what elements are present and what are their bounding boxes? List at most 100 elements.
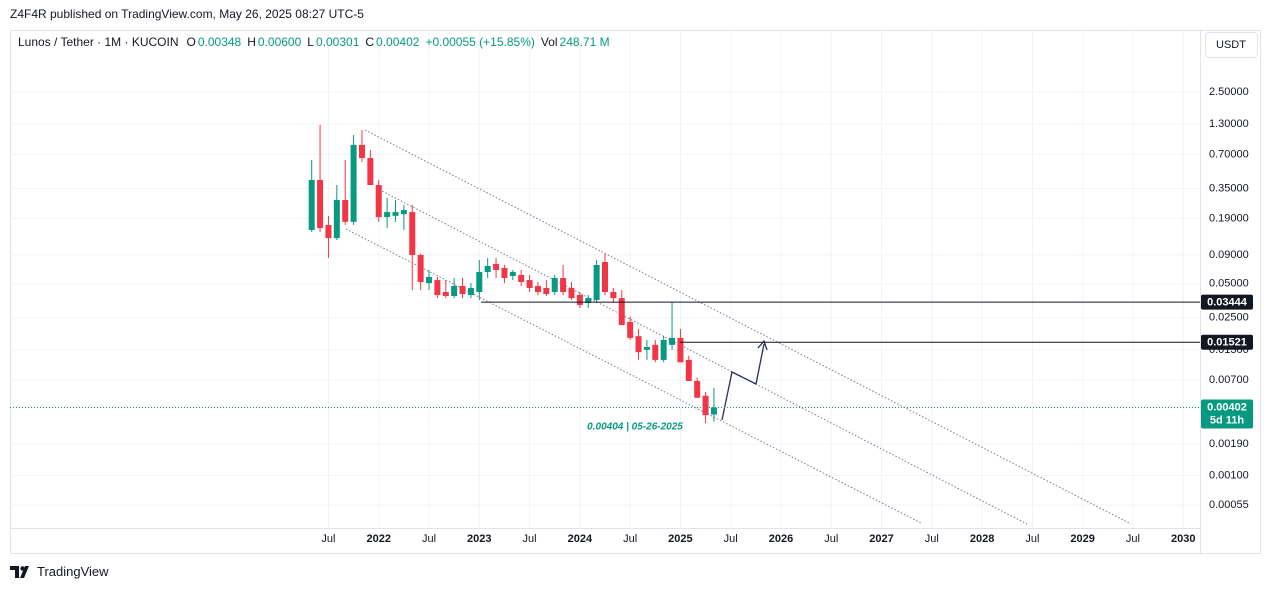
legend: Lunos / Tether · 1M · KUCOIN O 0.00348 H 0.0… <box>18 35 616 49</box>
brand-name: TradingView <box>37 564 109 579</box>
ohlc-key: L <box>307 35 314 49</box>
candle-body <box>669 337 676 345</box>
y-tick-label: 0.09000 <box>1209 249 1249 261</box>
x-tick-label: Jul <box>321 533 335 545</box>
x-tick-label: Jul <box>623 533 637 545</box>
volume-key: Vol <box>540 35 558 49</box>
candle-body <box>677 337 684 363</box>
candle-body <box>635 336 642 353</box>
candle-body <box>627 321 634 338</box>
candle-body <box>551 278 558 293</box>
candle-body <box>576 295 583 305</box>
candle-body <box>560 278 567 293</box>
candle-body <box>702 395 709 416</box>
annotation: 0.00404 | 05-26-2025 <box>587 422 683 433</box>
last-price-box <box>1201 399 1253 429</box>
price-label: 0.01521 <box>1207 337 1247 349</box>
candle-body <box>610 292 617 299</box>
arrow-head <box>757 339 768 351</box>
candle-body <box>643 346 650 350</box>
candle-body <box>308 179 315 230</box>
ohlc-key: H <box>247 35 256 49</box>
candle-body <box>652 344 659 360</box>
candles <box>308 124 717 424</box>
candle-body <box>493 263 500 270</box>
candle-body <box>602 262 608 293</box>
x-tick-label: Jul <box>1126 533 1140 545</box>
candle-body <box>568 288 575 299</box>
candle-body <box>358 144 365 159</box>
symbol: Lunos / Tether · 1M · KUCOIN <box>18 35 179 49</box>
candle-body <box>442 292 449 297</box>
candle-body <box>350 144 357 222</box>
y-tick-label: 0.35000 <box>1209 182 1249 194</box>
channel-top <box>364 129 1132 525</box>
candle-body <box>434 280 441 296</box>
x-tick-label: 2025 <box>668 533 692 545</box>
y-tick-label: 0.05000 <box>1209 278 1249 290</box>
y-tick-label: 0.00190 <box>1209 438 1249 450</box>
candle-body <box>317 179 324 229</box>
candle-body <box>384 212 391 218</box>
y-tick-label: 0.02500 <box>1209 312 1249 324</box>
y-tick-label: 0.00100 <box>1209 470 1249 482</box>
currency-button[interactable] <box>1205 32 1258 58</box>
candle-body <box>367 158 374 186</box>
x-tick-label: Jul <box>1025 533 1039 545</box>
countdown-label: 5d 11h <box>1210 414 1245 426</box>
brand-logo <box>10 565 29 578</box>
candle-body <box>325 224 332 239</box>
ohlc-value: 0.00600 <box>257 35 302 49</box>
y-tick-label: 2.50000 <box>1209 86 1249 98</box>
x-tick-label: 2023 <box>467 533 491 545</box>
chart-frame <box>10 30 1261 554</box>
candle-body <box>694 380 701 398</box>
brand: TradingView <box>10 564 109 579</box>
ohlc-key: C <box>365 35 375 49</box>
x-tick-label: Jul <box>523 533 537 545</box>
candle-body <box>375 185 382 218</box>
currency-label[interactable]: USDT <box>1216 39 1246 51</box>
x-tick-label: Jul <box>422 533 436 545</box>
y-tick-label: 0.00700 <box>1209 374 1249 386</box>
candle-body <box>685 359 692 381</box>
candle-body <box>400 210 407 215</box>
candle-body <box>342 200 349 222</box>
candle-body <box>501 268 508 279</box>
channel-bottom <box>345 228 922 524</box>
volume-value: 248.71 M <box>559 35 610 49</box>
candle-body <box>710 407 717 415</box>
ohlc-value: 0.00348 <box>197 35 242 49</box>
candle-body <box>526 280 533 289</box>
price-label-box <box>1201 334 1253 350</box>
channel-middle <box>375 187 1028 525</box>
candle-body <box>518 274 525 283</box>
candle-body <box>509 272 516 276</box>
x-tick-label: Jul <box>724 533 738 545</box>
x-tick-label: 2030 <box>1171 533 1195 545</box>
x-tick-label: 2029 <box>1070 533 1094 545</box>
y-tick-label: 0.70000 <box>1209 148 1249 160</box>
ohlc-value: 0.00301 <box>315 35 360 49</box>
y-tick-label: 1.30000 <box>1209 118 1249 130</box>
ohlc-value: 0.00402 <box>376 35 420 49</box>
candle-body <box>534 286 541 293</box>
x-tick-label: 2028 <box>970 533 994 545</box>
x-tick-label: Jul <box>824 533 838 545</box>
change: +0.00055 (+15.85%) <box>425 35 535 49</box>
candle-body <box>585 298 592 304</box>
y-tick-label: 0.19000 <box>1209 212 1249 224</box>
candle-body <box>409 212 416 256</box>
candle-body <box>543 288 550 295</box>
axes: Jul 2022 Jul 2023 Jul 2024 Jul 2025 Jul 2026 Jul 20… <box>10 86 1253 545</box>
x-tick-label: 2022 <box>366 533 390 545</box>
ohlc-key: O <box>186 35 196 49</box>
x-tick-label: 2024 <box>568 533 593 545</box>
candle-body <box>333 200 340 239</box>
candle-body <box>459 286 466 295</box>
candle-body <box>467 288 474 296</box>
candle-body <box>392 212 399 216</box>
price-label: 0.03444 <box>1207 297 1248 309</box>
projection-arrow <box>721 343 765 421</box>
